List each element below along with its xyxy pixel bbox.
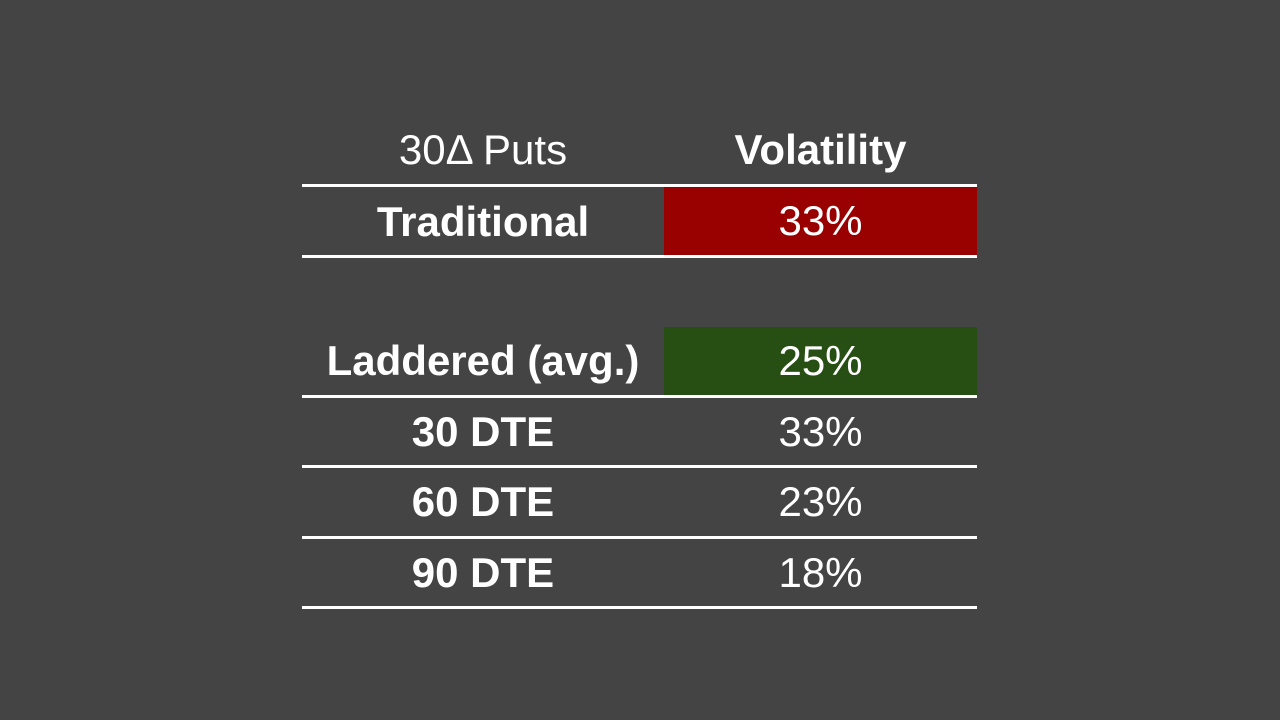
row-value: 18%	[778, 549, 863, 596]
row-label: 60 DTE	[411, 478, 555, 525]
rule-header	[302, 184, 977, 187]
rule-bottom	[302, 606, 977, 609]
rule-row	[302, 465, 977, 468]
row-value: 23%	[778, 478, 863, 525]
laddered-value: 25%	[778, 337, 863, 384]
rule-laddered	[302, 395, 977, 398]
header-label: 30Δ Puts	[398, 126, 568, 173]
row-value: 33%	[778, 408, 863, 455]
row-label: 30 DTE	[411, 408, 555, 455]
traditional-value: 33%	[778, 197, 863, 244]
header-value: Volatility	[734, 126, 907, 173]
laddered-value-cell: 25%	[664, 327, 977, 395]
rule-row	[302, 536, 977, 539]
laddered-label: Laddered (avg.)	[326, 337, 640, 384]
row-label: 90 DTE	[411, 549, 555, 596]
traditional-value-cell: 33%	[664, 187, 977, 255]
rule-traditional	[302, 255, 977, 258]
traditional-label: Traditional	[376, 197, 590, 245]
